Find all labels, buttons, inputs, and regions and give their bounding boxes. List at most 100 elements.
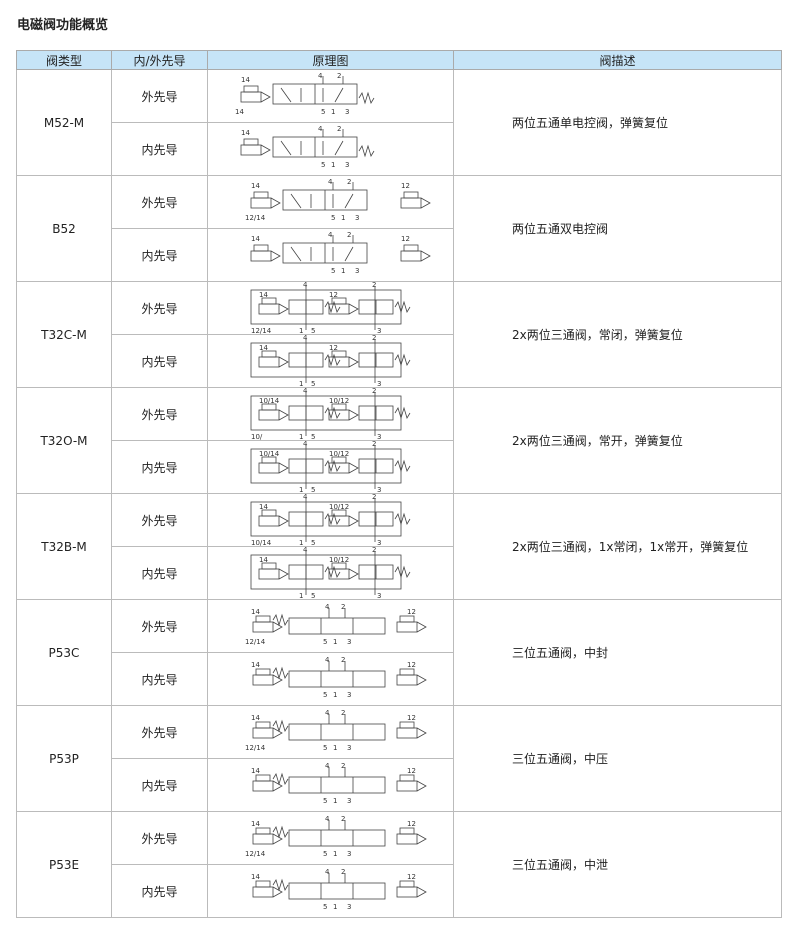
port-label: 14 <box>251 661 260 669</box>
port-label: 1 <box>333 850 337 858</box>
port-label: 4 <box>325 709 330 717</box>
port-label: 3 <box>377 539 381 546</box>
port-label: 2 <box>347 178 351 186</box>
pilot-type: 外先导 <box>111 493 208 547</box>
valve-type: M52-M <box>16 69 112 176</box>
port-label: 12 <box>329 291 338 299</box>
port-label: 4 <box>328 231 333 239</box>
port-label: 1 <box>299 592 303 599</box>
port-label: 12 <box>407 714 416 722</box>
port-label: 5 <box>321 108 325 116</box>
port-label: 1 <box>299 327 303 334</box>
port-label: 2 <box>372 441 376 448</box>
table-row: P53P 外先导 14 12/14 4 2 5 1 3 12 三位五通阀，中压 <box>16 705 782 812</box>
schematic-cell: 14 12/14 4 2 5 1 3 12 <box>207 705 454 759</box>
port-label: 12 <box>401 182 410 190</box>
header-pilot: 内/外先导 <box>111 50 208 70</box>
schematic-cell: 14 12/14 4 2 5 1 3 12 <box>207 175 454 229</box>
port-label: 1 <box>299 433 303 440</box>
valve-description: 三位五通阀，中压 <box>453 705 782 812</box>
port-label: 14 <box>251 608 260 616</box>
valve-type: T32C-M <box>16 281 112 388</box>
port-label: 1 <box>341 267 345 275</box>
port-label: 14 <box>251 820 260 828</box>
table-row: 内先导 14 4 2 5 1 3 12 <box>17 228 782 282</box>
port-label: 1 <box>333 744 337 752</box>
port-label: 3 <box>345 161 349 169</box>
table-row: 内先导 14 4 2 5 1 3 12 <box>17 864 782 918</box>
valve-description: 两位五通双电控阀 <box>453 175 782 282</box>
port-label: 14 <box>259 291 268 299</box>
pilot-type: 外先导 <box>111 705 208 759</box>
port-label: 14 <box>251 767 260 775</box>
schematic-cell: 14 4 2 5 1 3 <box>207 122 454 176</box>
port-label: 3 <box>377 380 381 387</box>
port-label: 12 <box>401 235 410 243</box>
table-row: 内先导 14 10/12 4 2 1 5 3 <box>17 546 782 600</box>
pilot-type: 内先导 <box>111 758 208 812</box>
port-label: 12 <box>407 661 416 669</box>
port-label: 3 <box>355 214 359 222</box>
port-label: 4 <box>325 815 330 823</box>
port-label: 2 <box>347 231 351 239</box>
port-label: 4 <box>325 603 330 611</box>
port-label: 5 <box>323 691 327 699</box>
port-label: 12 <box>407 767 416 775</box>
table-row: 内先导 10/14 10/12 4 2 1 5 3 <box>17 440 782 494</box>
port-label: 4 <box>325 656 330 664</box>
schematic-cell: 14 10/12 10/14 4 2 1 5 3 <box>207 493 454 547</box>
valve-type: P53E <box>16 811 112 918</box>
port-label: 4 <box>318 125 323 133</box>
valve-schematic: 14 14 4 2 5 1 3 <box>235 72 374 116</box>
port-label: 12 <box>407 820 416 828</box>
port-label: 14 <box>235 108 244 116</box>
port-label: 10/14 <box>259 397 280 405</box>
port-label: 4 <box>303 335 308 342</box>
pilot-type: 外先导 <box>111 599 208 653</box>
port-label: 2 <box>372 494 376 501</box>
schematic-cell: 10/14 10/12 10/4 2 1 5 3 <box>207 387 454 441</box>
port-label: 5 <box>323 903 327 911</box>
port-label: 4 <box>325 762 330 770</box>
valve-schematic: 14 10/12 10/14 4 2 1 5 3 <box>250 494 410 546</box>
schematic-cell: 14 4 2 5 1 3 12 <box>207 228 454 282</box>
port-label: 10/14 <box>251 539 272 546</box>
port-label: 1 <box>333 797 337 805</box>
port-label: 1 <box>333 903 337 911</box>
port-label: 2 <box>372 547 376 554</box>
schematic-cell: 14 4 2 5 1 3 12 <box>207 652 454 706</box>
table-row: T32O-M 外先导 10/14 10/12 10/4 2 1 5 3 2x两位三通阀，常开，弹簧… <box>16 387 782 494</box>
port-label: 3 <box>347 691 351 699</box>
port-label: 5 <box>323 850 327 858</box>
page-title: 电磁阀功能概览 <box>17 18 109 33</box>
pilot-type: 内先导 <box>111 652 208 706</box>
port-label: 2 <box>372 282 376 289</box>
port-label: 10/12 <box>329 556 349 564</box>
port-label: 3 <box>347 797 351 805</box>
table-row: T32B-M 外先导 14 10/12 10/14 4 2 1 5 3 2x两位三通阀，1x常闭，1… <box>16 493 782 600</box>
port-label: 2 <box>372 388 376 395</box>
valve-description: 三位五通阀，中泄 <box>453 811 782 918</box>
port-label: 1 <box>331 161 335 169</box>
valve-type: B52 <box>16 175 112 282</box>
port-label: 12 <box>407 873 416 881</box>
port-label: 4 <box>303 547 308 554</box>
port-label: 1 <box>333 691 337 699</box>
port-label: 3 <box>377 486 381 493</box>
port-label: 14 <box>251 235 260 243</box>
port-label: 2 <box>337 72 341 80</box>
table-row: B52 外先导 14 12/14 4 2 5 1 3 12 两位五通双电控阀 <box>16 175 782 282</box>
port-label: 12 <box>329 344 338 352</box>
port-label: 3 <box>377 327 381 334</box>
port-label: 2 <box>341 603 345 611</box>
header-desc: 阀描述 <box>453 50 782 70</box>
port-label: 5 <box>311 327 315 334</box>
port-label: 2 <box>341 868 345 876</box>
valve-schematic: 14 12/14 4 2 5 1 3 12 <box>245 709 427 752</box>
header-diagram: 原理图 <box>207 50 454 70</box>
pilot-type: 内先导 <box>111 228 208 282</box>
port-label: 5 <box>311 380 315 387</box>
valve-description: 2x两位三通阀，常开，弹簧复位 <box>453 387 782 494</box>
